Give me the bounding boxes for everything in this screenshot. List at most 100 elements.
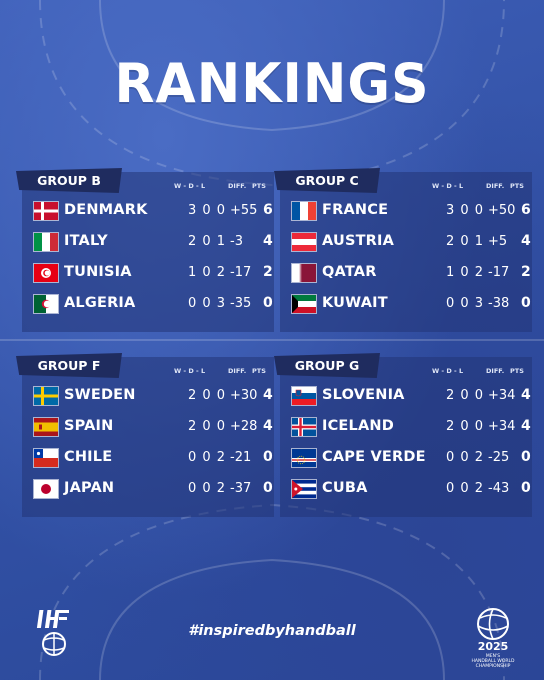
table-row: AUSTRIA 2 0 1 +5 4 xyxy=(288,229,531,255)
goal-difference: +30 xyxy=(230,388,258,403)
group-title: GROUP C xyxy=(274,168,380,193)
qatar-flag-icon xyxy=(292,264,316,282)
table-row: JAPAN 0 0 2 -37 0 xyxy=(30,476,273,502)
record: 2 0 1 xyxy=(446,234,485,249)
italy-flag-icon xyxy=(34,233,58,251)
sweden-flag-icon xyxy=(34,387,58,405)
header-pts: PTS xyxy=(510,182,524,190)
points: 4 xyxy=(263,233,273,249)
championship-text: MEN'S HANDBALL WORLD CHAMPIONSHIP xyxy=(471,654,515,669)
chile-flag-icon xyxy=(34,449,58,467)
record: 0 0 2 xyxy=(188,450,227,465)
header-pts: PTS xyxy=(252,367,266,375)
points: 4 xyxy=(263,418,273,434)
points: 0 xyxy=(521,449,531,465)
denmark-flag-icon xyxy=(34,202,58,220)
goal-difference: +55 xyxy=(230,203,258,218)
spain-flag-icon xyxy=(34,418,58,436)
goal-difference: -38 xyxy=(488,296,510,311)
country-name: CHILE xyxy=(64,449,113,465)
record: 0 0 3 xyxy=(446,296,485,311)
slovenia-flag-icon xyxy=(292,387,316,405)
country-name: ALGERIA xyxy=(64,295,136,311)
record: 0 0 2 xyxy=(188,481,227,496)
points: 2 xyxy=(521,264,531,280)
goal-difference: -3 xyxy=(230,234,243,249)
goal-difference: -17 xyxy=(230,265,252,280)
country-name: SLOVENIA xyxy=(322,387,405,403)
points: 6 xyxy=(263,202,273,218)
record: 2 0 0 xyxy=(446,419,485,434)
country-name: SPAIN xyxy=(64,418,114,434)
group-title: GROUP G xyxy=(274,353,380,378)
header-diff: DIFF. xyxy=(228,367,247,375)
goal-difference: +50 xyxy=(488,203,516,218)
group-title: GROUP B xyxy=(16,168,122,193)
table-row: SPAIN 2 0 0 +28 4 xyxy=(30,414,273,440)
table-row: DENMARK 3 0 0 +55 6 xyxy=(30,198,273,224)
points: 4 xyxy=(521,233,531,249)
goal-difference: +34 xyxy=(488,419,516,434)
kuwait-flag-icon xyxy=(292,295,316,313)
iceland-flag-icon xyxy=(292,418,316,436)
country-name: FRANCE xyxy=(322,202,389,218)
header-record: W - D - L xyxy=(174,182,206,190)
goal-difference: -43 xyxy=(488,481,510,496)
country-name: TUNISIA xyxy=(64,264,132,280)
record: 1 0 2 xyxy=(446,265,485,280)
country-name: CAPE VERDE xyxy=(322,449,426,465)
header-diff: DIFF. xyxy=(486,367,505,375)
goal-difference: +5 xyxy=(488,234,508,249)
points: 0 xyxy=(263,295,273,311)
country-name: DENMARK xyxy=(64,202,148,218)
group-panel: GROUP B W - D - L DIFF. PTS DENMARK 3 0 0 +55 6… xyxy=(16,168,274,332)
table-row: ALGERIA 0 0 3 -35 0 xyxy=(30,291,273,317)
country-name: ITALY xyxy=(64,233,108,249)
goal-difference: +28 xyxy=(230,419,258,434)
table-row: CAPE VERDE 0 0 2 -25 0 xyxy=(288,445,531,471)
france-flag-icon xyxy=(292,202,316,220)
table-row: FRANCE 3 0 0 +50 6 xyxy=(288,198,531,224)
table-row: SLOVENIA 2 0 0 +34 4 xyxy=(288,383,531,409)
goal-difference: -35 xyxy=(230,296,252,311)
country-name: AUSTRIA xyxy=(322,233,395,249)
record: 2 0 0 xyxy=(446,388,485,403)
japan-flag-icon xyxy=(34,480,58,498)
header-diff: DIFF. xyxy=(486,182,505,190)
table-row: ITALY 2 0 1 -3 4 xyxy=(30,229,273,255)
header-pts: PTS xyxy=(510,367,524,375)
tunisia-flag-icon xyxy=(34,264,58,282)
header-pts: PTS xyxy=(252,182,266,190)
points: 4 xyxy=(521,418,531,434)
record: 0 0 2 xyxy=(446,481,485,496)
record: 1 0 2 xyxy=(188,265,227,280)
goal-difference: -17 xyxy=(488,265,510,280)
country-name: KUWAIT xyxy=(322,295,388,311)
goal-difference: -21 xyxy=(230,450,252,465)
points: 0 xyxy=(521,295,531,311)
goal-difference: -25 xyxy=(488,450,510,465)
table-row: KUWAIT 0 0 3 -38 0 xyxy=(288,291,531,317)
record: 0 0 2 xyxy=(446,450,485,465)
record: 2 0 1 xyxy=(188,234,227,249)
page-title: RANKINGS xyxy=(114,52,430,116)
country-name: CUBA xyxy=(322,480,368,496)
ihf-logo xyxy=(36,606,76,658)
table-row: ICELAND 2 0 0 +34 4 xyxy=(288,414,531,440)
points: 4 xyxy=(263,387,273,403)
points: 6 xyxy=(521,202,531,218)
header-record: W - D - L xyxy=(432,367,464,375)
country-name: QATAR xyxy=(322,264,377,280)
algeria-flag-icon xyxy=(34,295,58,313)
cape-verde-flag-icon xyxy=(292,449,316,467)
record: 3 0 0 xyxy=(188,203,227,218)
points: 4 xyxy=(521,387,531,403)
points: 0 xyxy=(263,480,273,496)
table-row: TUNISIA 1 0 2 -17 2 xyxy=(30,260,273,286)
header-record: W - D - L xyxy=(432,182,464,190)
table-row: CUBA 0 0 2 -43 0 xyxy=(288,476,531,502)
hashtag: #inspiredbyhandball xyxy=(188,623,356,639)
record: 2 0 0 xyxy=(188,419,227,434)
